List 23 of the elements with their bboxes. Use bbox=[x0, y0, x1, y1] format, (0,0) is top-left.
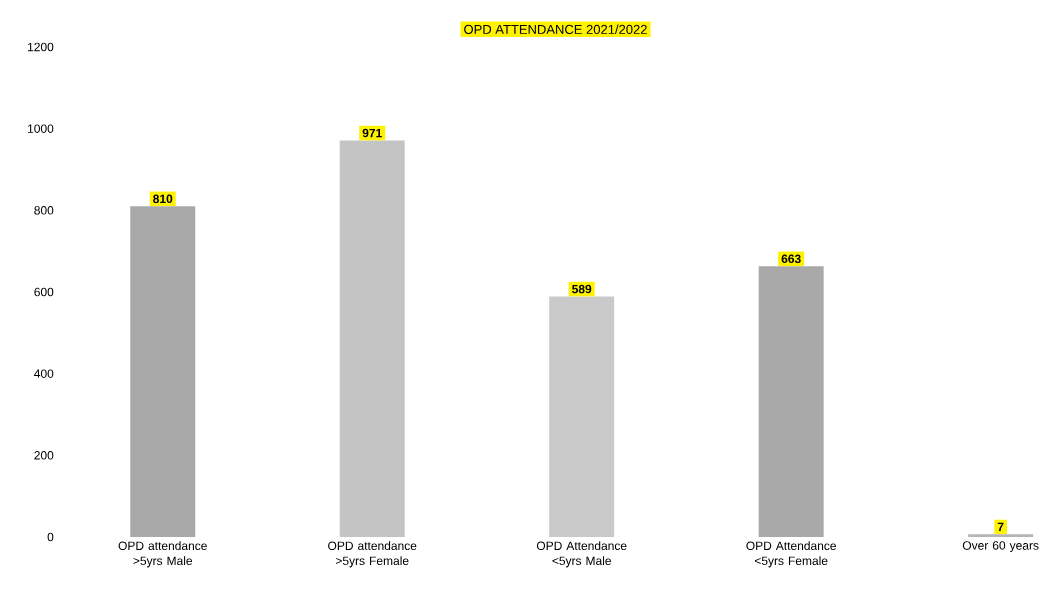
x-tick-label: Over 60 years bbox=[962, 541, 1039, 553]
data-label: 589 bbox=[572, 284, 592, 294]
data-label: 971 bbox=[362, 128, 382, 138]
bar bbox=[549, 296, 615, 537]
bar bbox=[758, 266, 824, 537]
x-tick-label: OPD Attendance <5yrs Female bbox=[746, 541, 836, 568]
y-tick-label: 1200 bbox=[28, 42, 54, 52]
x-tick-label: OPD Attendance <5yrs Male bbox=[536, 541, 627, 568]
y-tick-label: 800 bbox=[34, 206, 54, 215]
bar bbox=[968, 534, 1034, 537]
y-tick-label: 400 bbox=[34, 369, 54, 378]
data-label: 663 bbox=[781, 254, 801, 264]
data-label: 810 bbox=[153, 194, 173, 204]
y-tick-label: 1000 bbox=[28, 124, 54, 133]
y-tick-label: 600 bbox=[34, 287, 54, 297]
y-tick-label: 0 bbox=[47, 532, 54, 542]
x-tick-label: OPD attendance >5yrs Female bbox=[328, 541, 417, 568]
chart-title: OPD ATTENDANCE 2021/2022 bbox=[464, 24, 647, 34]
data-label: 7 bbox=[997, 522, 1004, 531]
x-tick-label: OPD attendance >5yrs Male bbox=[118, 541, 207, 568]
bar bbox=[130, 206, 196, 537]
y-tick-label: 200 bbox=[34, 451, 54, 460]
bar bbox=[339, 140, 405, 537]
